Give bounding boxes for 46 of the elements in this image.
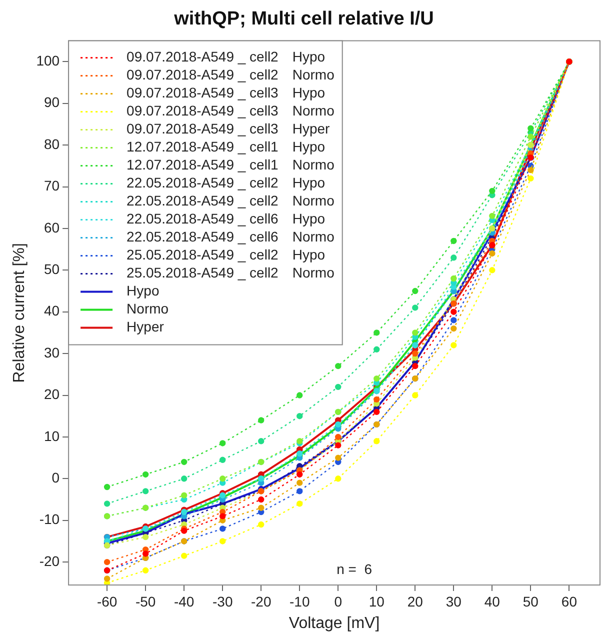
x-tick-label: 40 bbox=[484, 593, 500, 610]
x-tick-label: -20 bbox=[250, 593, 272, 610]
x-tick-label: -60 bbox=[96, 593, 118, 610]
legend-label: 12.07.2018-A549 _ cell1 Hypo bbox=[126, 138, 326, 155]
legend-label: 25.05.2018-A549 _ cell2 Hypo bbox=[126, 246, 326, 263]
x-tick-label: -50 bbox=[135, 593, 156, 610]
x-tick-label: -10 bbox=[290, 593, 310, 610]
legend-label: 22.05.2018-A549 _ cell2 Hypo bbox=[126, 174, 326, 191]
legend-label: 12.07.2018-A549 _ cell1 Normo bbox=[126, 156, 335, 173]
y-tick-label: 60 bbox=[44, 219, 60, 236]
legend-label: 22.05.2018-A549 _ cell2 Normo bbox=[126, 192, 335, 209]
legend-label: 09.07.2018-A549 _ cell2 Normo bbox=[126, 66, 335, 83]
y-axis-title: Relative current [%] bbox=[11, 243, 28, 383]
y-tick-label: 50 bbox=[44, 261, 60, 278]
y-tick-label: 30 bbox=[44, 344, 60, 360]
y-tick-label: 80 bbox=[44, 136, 60, 152]
legend-label: 22.05.2018-A549 _ cell6 Hypo bbox=[126, 210, 326, 227]
x-tick-label: -40 bbox=[174, 593, 194, 610]
x-tick-label: 20 bbox=[407, 593, 424, 610]
chart-title: withQP; Multi cell relative I/U bbox=[173, 8, 434, 30]
x-tick-label: -30 bbox=[212, 593, 233, 610]
x-axis-title: Voltage [mV] bbox=[288, 614, 380, 632]
legend-label: Hypo bbox=[126, 282, 160, 299]
annotation: n = 6 bbox=[336, 560, 372, 577]
x-tick-label: 30 bbox=[446, 593, 462, 610]
legend-label: Hyper bbox=[126, 318, 164, 335]
legend-label: 09.07.2018-A549 _ cell2 Hypo bbox=[126, 48, 326, 65]
legend-label: 22.05.2018-A549 _ cell6 Normo bbox=[126, 228, 335, 245]
y-tick-label: 70 bbox=[44, 178, 60, 194]
y-tick-label: -20 bbox=[39, 552, 60, 569]
x-tick-label: 50 bbox=[522, 593, 539, 610]
x-tick-label: 0 bbox=[334, 593, 342, 610]
legend-label: 09.07.2018-A549 _ cell3 Hyper bbox=[126, 120, 330, 137]
y-tick-label: 40 bbox=[44, 302, 60, 319]
y-tick-label: -10 bbox=[39, 511, 60, 528]
legend-label: 25.05.2018-A549 _ cell2 Normo bbox=[126, 264, 335, 281]
legend-label: 09.07.2018-A549 _ cell3 Hypo bbox=[126, 84, 326, 101]
y-tick-label: 20 bbox=[44, 386, 60, 402]
legend-label: 09.07.2018-A549 _ cell3 Normo bbox=[126, 102, 335, 119]
y-tick-label: 10 bbox=[44, 428, 60, 444]
y-tick-label: 90 bbox=[44, 94, 60, 110]
x-tick-label: 60 bbox=[561, 593, 578, 610]
y-tick-label: 100 bbox=[36, 52, 60, 69]
legend-label: Normo bbox=[126, 300, 169, 317]
x-tick-label: 10 bbox=[368, 593, 385, 610]
y-tick-label: 0 bbox=[52, 470, 60, 486]
